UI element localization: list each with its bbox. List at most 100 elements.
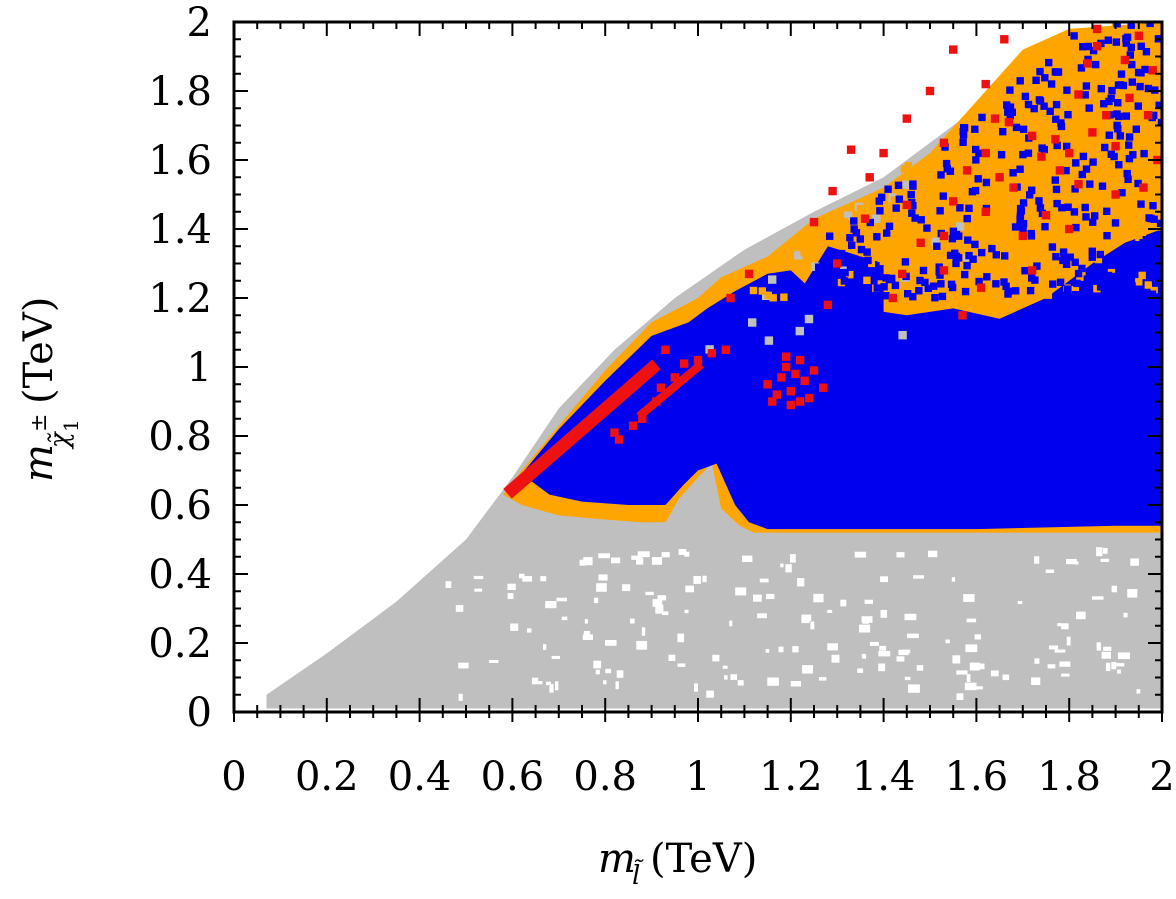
cloud-point [1106,72,1115,81]
cloud-point [901,253,909,261]
cloud-point [909,182,917,190]
cloud-point [1129,151,1137,159]
cloud-point [1114,81,1123,89]
gap [668,654,676,661]
gap [1076,611,1086,620]
cloud-point [965,251,973,260]
gap [561,616,568,621]
red-point [1139,183,1148,192]
gap [913,575,924,579]
gap [1096,642,1101,651]
gap [522,576,533,582]
cloud-point [948,235,957,243]
cloud-point [1057,119,1065,127]
cloud-point [850,217,858,225]
cloud-point [1116,207,1124,215]
cloud-point [965,204,973,212]
cloud-point [1070,208,1079,216]
cloud-point [930,282,938,290]
gap [973,686,983,690]
cloud-point [794,251,803,260]
cloud-point [961,270,969,279]
gap [1103,548,1108,554]
gap [605,640,617,646]
gap [677,663,686,667]
cloud-point [1081,91,1089,99]
cloud-point [992,251,1000,259]
cloud-point [876,207,884,215]
gap [966,674,971,682]
red-point [981,148,990,158]
gap [827,609,833,613]
gap [724,675,728,680]
cloud-point [1109,176,1117,184]
cloud-point [877,229,886,237]
cloud-point [994,168,1002,177]
gap [458,693,463,701]
gap [907,633,919,639]
cloud-point [841,218,849,226]
y-axis-title-base: m [16,444,62,482]
cloud-point [838,286,846,294]
gap [765,649,770,653]
cloud-point [1066,253,1074,261]
y-tick-label: 0 [187,690,212,736]
red-point [800,376,809,385]
gap [531,677,539,685]
gap [630,618,635,624]
red-strip-1 [636,361,704,420]
cloud-point [897,238,905,246]
y-axis-title-superscript: ± [27,414,52,432]
cloud-point [1155,254,1162,262]
cloud-point [768,275,777,284]
gap [694,683,698,692]
gap [945,639,950,644]
cloud-point [1043,251,1052,259]
cloud-point [959,138,967,146]
cloud-point [840,223,848,231]
red-point [1120,55,1130,65]
cloud-point [999,88,1008,96]
red-point [1009,183,1018,192]
red-point [898,269,907,279]
cloud-point [1052,100,1061,109]
gap [1111,585,1117,593]
red-point [1055,166,1065,175]
red-point [976,283,986,292]
gap [1061,623,1069,630]
cloud-point [923,224,931,232]
cloud-point [988,244,996,253]
cloud-point [947,280,956,288]
cloud-point [1089,158,1097,166]
cloud-point [1070,32,1078,40]
cloud-point [1128,78,1136,86]
gap [631,555,643,560]
cloud-point [1026,286,1035,295]
cloud-point [1096,250,1104,259]
cloud-point [1063,142,1071,151]
gap [757,613,767,619]
gap [902,649,911,654]
cloud-point [1019,219,1028,228]
red-point [879,148,888,158]
cloud-point [971,186,980,195]
red-point [1027,131,1037,141]
gap [594,597,599,604]
gap [862,617,869,624]
cloud-point [1115,267,1123,275]
cloud-point [1058,204,1066,212]
y-tick-label: 1.6 [148,138,212,184]
gap [507,593,514,600]
gap [792,646,799,653]
cloud-point [997,151,1006,159]
cloud-point [1140,149,1148,158]
gap [742,555,753,562]
cloud-point [895,195,903,203]
cloud-point [1000,278,1008,286]
cloud-point [1155,146,1162,154]
red-point [744,269,754,279]
cloud-point [1118,277,1126,285]
red-point [846,145,856,154]
gap [473,575,484,580]
cloud-point [1079,191,1087,199]
